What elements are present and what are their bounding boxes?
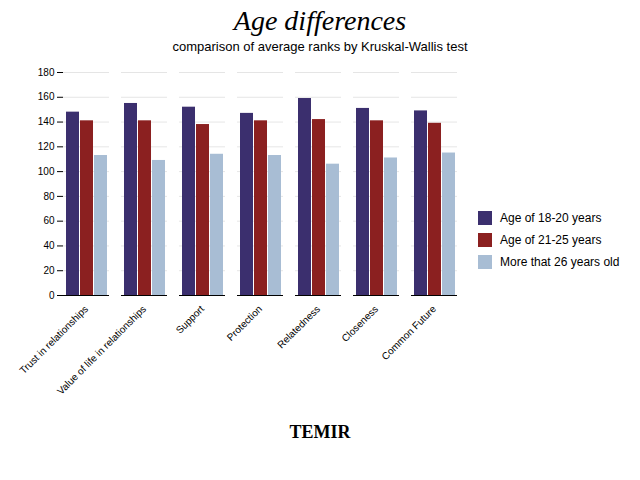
html-text:Age differences: Age differences bbox=[233, 5, 407, 36]
svg-text:20: 20 bbox=[43, 265, 55, 276]
html-text:TEMIR: TEMIR bbox=[289, 422, 351, 442]
svg-text:Closeness: Closeness bbox=[339, 303, 380, 344]
html-text:Age of 21-25 years: Age of 21-25 years bbox=[500, 233, 602, 247]
svg-text:120: 120 bbox=[38, 141, 55, 152]
svg-text:Common Future: Common Future bbox=[379, 303, 438, 362]
svg-text:100: 100 bbox=[38, 166, 55, 177]
svg-text:Value of life in relationships: Value of life in relationships bbox=[55, 303, 148, 396]
svg-text:80: 80 bbox=[43, 191, 55, 202]
svg-text:160: 160 bbox=[38, 91, 55, 102]
svg-text:Support: Support bbox=[174, 303, 207, 336]
svg-text:Trust in relationships: Trust in relationships bbox=[17, 303, 91, 376]
svg-text:Protection: Protection bbox=[225, 303, 265, 343]
html-text:comparison of average ranks by: comparison of average ranks by Kruskal-W… bbox=[172, 39, 468, 54]
html-text:Age of 18-20 years: Age of 18-20 years bbox=[500, 211, 602, 225]
svg-text:140: 140 bbox=[38, 116, 55, 127]
svg-text:180: 180 bbox=[38, 67, 55, 78]
svg-text:60: 60 bbox=[43, 215, 55, 226]
svg-text:Relatedness: Relatedness bbox=[275, 303, 322, 350]
svg-text:0: 0 bbox=[49, 290, 55, 301]
html-text:More that 26 years old: More that 26 years old bbox=[500, 255, 620, 269]
svg-text:40: 40 bbox=[43, 240, 55, 251]
